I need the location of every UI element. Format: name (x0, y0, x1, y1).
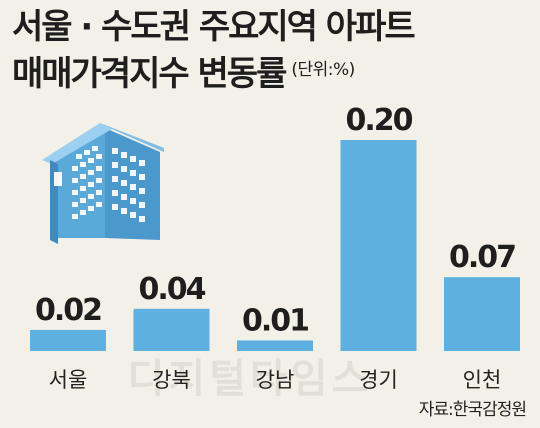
watermark: 디지털타임스 (128, 356, 373, 402)
category-label-강북: 강북 (152, 368, 191, 392)
chart-title-line2: 매매가격지수 변동률 (단위:%) (12, 57, 355, 91)
value-label-서울: 0.02 (35, 293, 101, 328)
chart-title-line1: 서울 · 수도권 주요지역 아파트 (12, 7, 416, 47)
category-label-경기: 경기 (359, 368, 398, 392)
bar-서울 (30, 329, 106, 351)
value-label-인천: 0.07 (449, 240, 515, 275)
category-label-인천: 인천 (463, 368, 502, 392)
value-label-강남: 0.01 (242, 303, 308, 338)
category-label-서울: 서울 (49, 368, 88, 392)
bar-인천 (444, 277, 520, 351)
category-label-강남: 강남 (256, 368, 295, 392)
value-label-강북: 0.04 (138, 272, 205, 307)
bar-강북 (133, 308, 210, 351)
unit-label: (단위:%) (291, 60, 355, 80)
apartment-building-icon (42, 123, 164, 244)
chart-title-line2-text: 매매가격지수 변동률 (12, 54, 287, 94)
bar-경기 (340, 140, 417, 351)
bar-group: 0.02 서울 0.04 강북 0.01 강남 0.20 경기 0.07 인천 (30, 103, 520, 392)
source-label: 자료:한국감정원 (418, 400, 527, 420)
bar-강남 (237, 340, 313, 351)
value-label-경기: 0.20 (345, 103, 412, 138)
